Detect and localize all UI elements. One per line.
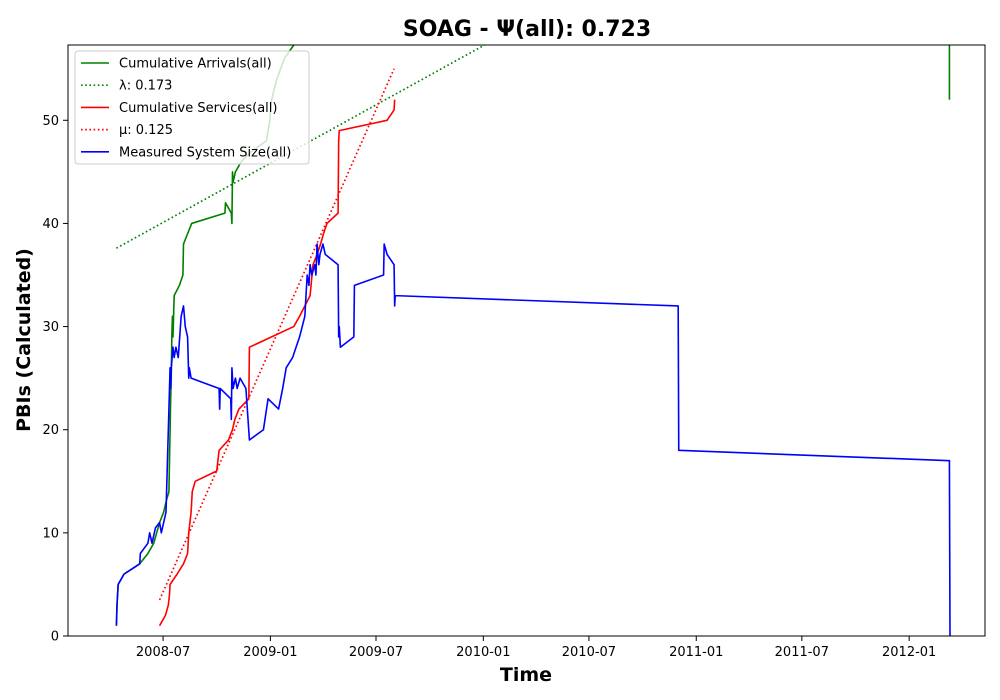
x-tick-label: 2011-01 xyxy=(669,645,723,660)
legend-box xyxy=(74,50,310,165)
x-tick-label: 2010-01 xyxy=(456,645,510,660)
legend-label: λ: 0.173 xyxy=(119,79,172,94)
x-tick-label: 2010-07 xyxy=(562,645,616,660)
y-tick-label: 40 xyxy=(42,217,59,232)
y-axis: 0 10 20 30 40 50 xyxy=(42,114,68,645)
legend-label: Cumulative Arrivals(all) xyxy=(119,57,272,72)
y-tick-label: 10 xyxy=(42,526,59,541)
chart-title: SOAG - Ψ(all): 0.723 xyxy=(403,17,651,42)
plot-frame xyxy=(67,44,986,637)
x-axis: 2008-07 2009-01 2009-07 2010-01 2010-07 2011-… xyxy=(136,636,936,660)
legend-label: μ: 0.125 xyxy=(119,123,173,138)
x-tick-label: 2009-01 xyxy=(243,645,297,660)
y-tick-label: 50 xyxy=(42,114,59,129)
y-tick-label: 30 xyxy=(42,320,59,335)
x-tick-label: 2012-01 xyxy=(882,645,936,660)
x-tick-label: 2009-07 xyxy=(349,645,403,660)
x-axis-label: Time xyxy=(500,664,552,686)
legend-label: Measured System Size(all) xyxy=(119,145,291,160)
x-tick-label: 2008-07 xyxy=(136,645,190,660)
y-tick-label: 20 xyxy=(42,423,59,438)
legend-label: Cumulative Services(all) xyxy=(119,101,277,116)
series-line-4 xyxy=(158,68,395,601)
y-axis-label: PBIs (Calculated) xyxy=(13,248,35,432)
legend: Cumulative Arrivals(all) λ: 0.173 Cumulati… xyxy=(74,50,310,165)
series-line-5 xyxy=(115,243,951,636)
series-line-3 xyxy=(158,99,396,627)
y-tick-label: 0 xyxy=(51,630,59,645)
x-tick-label: 2011-07 xyxy=(775,645,829,660)
